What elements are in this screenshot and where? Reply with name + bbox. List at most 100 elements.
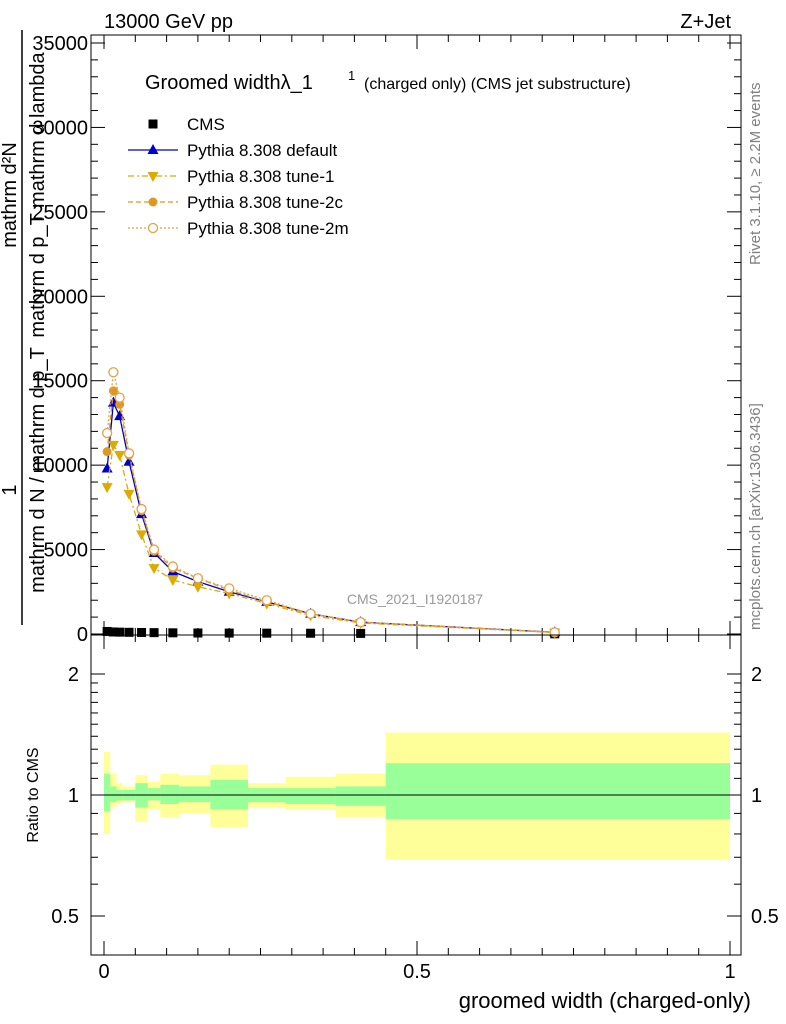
data-point bbox=[148, 564, 160, 575]
ratio-band-inner bbox=[335, 786, 386, 806]
data-point bbox=[224, 628, 234, 638]
series-pythia-8-308-tune-2m bbox=[101, 367, 560, 638]
data-point bbox=[102, 626, 112, 636]
legend: CMS Pythia 8.308 default Pythia 8.308 tune… bbox=[128, 115, 349, 238]
x-axis-label: groomed width (charged-only) bbox=[459, 988, 751, 1013]
ratio-bands bbox=[104, 732, 730, 860]
data-point bbox=[101, 483, 113, 494]
data-point bbox=[123, 489, 135, 500]
data-point bbox=[261, 595, 272, 606]
legend-marker bbox=[147, 222, 159, 234]
plot-subtitle: (charged only) (CMS jet substructure) bbox=[364, 76, 631, 93]
ratio-band-inner bbox=[160, 784, 180, 804]
y-tick-label: 25000 bbox=[32, 202, 88, 224]
analysis-watermark: CMS_2021_I1920187 bbox=[347, 591, 483, 607]
legend-marker bbox=[148, 119, 158, 129]
y-label-denominator: mathrm d N / mathrm d p_T bbox=[27, 347, 49, 593]
y-label-numerator-denominator: mathrm d p_T mathrm d lambda bbox=[27, 51, 49, 337]
legend-label: CMS bbox=[187, 115, 225, 134]
y-tick-label: 5000 bbox=[44, 540, 89, 562]
series-line bbox=[106, 400, 555, 633]
ratio-plot: 0.5 0.51 12 2 0 0.5 1 Ratio to CMS groomed wi… bbox=[25, 634, 779, 1013]
data-point bbox=[115, 627, 125, 637]
energy-label: 13000 GeV pp bbox=[104, 11, 233, 33]
plot-title: Groomed widthλ_1 bbox=[145, 72, 313, 94]
y-tick-label: 15000 bbox=[32, 371, 88, 393]
data-point bbox=[114, 392, 125, 403]
data-point bbox=[262, 628, 272, 638]
data-point bbox=[168, 628, 178, 638]
y-tick-label: 30000 bbox=[32, 117, 88, 139]
series-line bbox=[106, 372, 555, 633]
data-point bbox=[355, 617, 366, 628]
legend-item: CMS bbox=[148, 115, 225, 134]
data-point bbox=[192, 573, 204, 584]
ratio-y-tick-label: 2 bbox=[68, 664, 79, 686]
x-tick-label: 0 bbox=[98, 961, 109, 983]
data-point bbox=[149, 628, 159, 638]
data-point bbox=[192, 582, 204, 593]
series-pythia-8-308-tune-1 bbox=[101, 440, 561, 639]
data-point bbox=[102, 447, 112, 457]
legend-label: Pythia 8.308 tune-1 bbox=[187, 167, 334, 186]
data-point bbox=[114, 451, 126, 462]
data-point bbox=[136, 530, 148, 541]
legend-item: Pythia 8.308 tune-2c bbox=[128, 193, 343, 212]
data-point bbox=[305, 608, 316, 619]
data-point bbox=[136, 503, 147, 515]
main-y-ticks: 0 5000 10000 15000 20000 25000 30000 35000 bbox=[32, 33, 741, 646]
main-series-layer bbox=[101, 367, 561, 639]
legend-label: Pythia 8.308 tune-2m bbox=[187, 219, 349, 238]
series-pythia-8-308-tune-2c bbox=[102, 386, 560, 637]
data-point bbox=[306, 628, 316, 638]
series-cms bbox=[102, 626, 560, 639]
ratio-band-inner bbox=[385, 763, 730, 820]
legend-label: Pythia 8.308 tune-2c bbox=[187, 193, 343, 212]
data-point bbox=[148, 544, 160, 555]
ratio-band-inner bbox=[179, 786, 211, 803]
mcplots-label: mcplots.cern.ch [arXiv:1306.3436] bbox=[747, 403, 764, 630]
y-tick-label: 35000 bbox=[32, 33, 88, 55]
data-point bbox=[167, 575, 179, 586]
ratio-y-tick-label: 0.5 bbox=[51, 906, 79, 928]
x-tick-label: 1 bbox=[724, 961, 735, 983]
y-label-numerator: mathrm d²N bbox=[0, 142, 21, 248]
legend-marker bbox=[147, 144, 159, 154]
ratio-y-label: Ratio to CMS bbox=[25, 747, 42, 842]
data-point bbox=[137, 627, 147, 637]
data-point bbox=[108, 367, 119, 378]
data-point bbox=[124, 627, 134, 637]
series-line bbox=[106, 388, 555, 633]
ratio-y-tick-label-right: 2 bbox=[751, 664, 762, 686]
data-point bbox=[123, 448, 135, 459]
series-line bbox=[106, 443, 555, 634]
plot-title-superscript: 1 bbox=[348, 68, 355, 83]
ratio-y-tick-label: 1 bbox=[68, 785, 79, 807]
data-point bbox=[107, 440, 119, 451]
data-point bbox=[167, 561, 179, 572]
data-point bbox=[101, 427, 113, 439]
ratio-x-ticks: 0 0.5 1 bbox=[98, 635, 736, 983]
data-point bbox=[108, 627, 118, 637]
legend-item: Pythia 8.308 tune-1 bbox=[128, 167, 334, 186]
ratio-band-inner bbox=[110, 786, 117, 803]
ratio-band-inner bbox=[104, 773, 111, 812]
rivet-version-label: Rivet 3.1.10, ≥ 2.2M events bbox=[747, 83, 764, 266]
ratio-y-tick-label-right: 1 bbox=[751, 785, 762, 807]
y-tick-label: 0 bbox=[77, 624, 88, 646]
x-tick-label: 0.5 bbox=[403, 961, 431, 983]
main-plot: 0 5000 10000 15000 20000 25000 30000 35000 Groo… bbox=[0, 30, 742, 646]
y-axis-label: mathrm d²N mathrm d p_T mathrm d lambda … bbox=[0, 30, 49, 625]
y-tick-label: 20000 bbox=[32, 286, 88, 308]
y-label-one: 1 bbox=[0, 484, 21, 495]
ratio-band-inner bbox=[147, 788, 161, 801]
legend-marker bbox=[147, 172, 159, 182]
legend-label: Pythia 8.308 default bbox=[187, 141, 338, 160]
legend-item: Pythia 8.308 default bbox=[128, 141, 338, 160]
data-point bbox=[123, 455, 135, 466]
legend-marker bbox=[148, 197, 158, 207]
ratio-y-tick-label-right: 0.5 bbox=[751, 906, 779, 928]
series-pythia-8-308-default bbox=[101, 396, 561, 637]
ratio-y-ticks: 0.5 0.5 1 1 2 2 bbox=[51, 664, 779, 928]
